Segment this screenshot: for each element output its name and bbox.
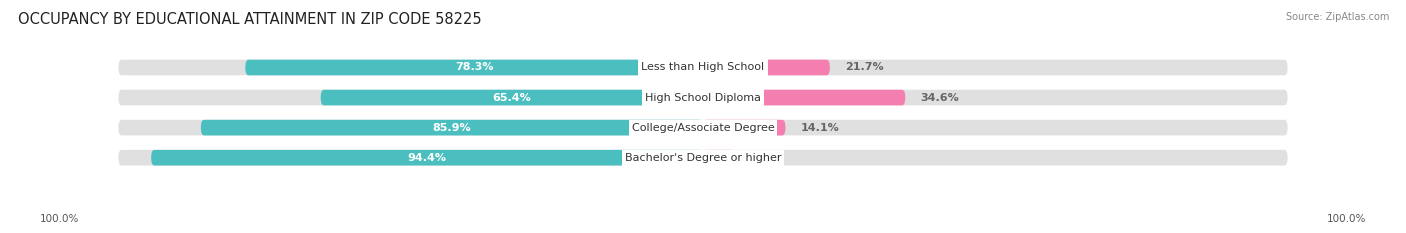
Text: 100.0%: 100.0% xyxy=(39,214,79,224)
FancyBboxPatch shape xyxy=(703,60,830,75)
Text: Less than High School: Less than High School xyxy=(641,62,765,72)
Text: High School Diploma: High School Diploma xyxy=(645,93,761,103)
Text: Bachelor's Degree or higher: Bachelor's Degree or higher xyxy=(624,153,782,163)
FancyBboxPatch shape xyxy=(118,120,1288,135)
Text: 34.6%: 34.6% xyxy=(920,93,959,103)
FancyBboxPatch shape xyxy=(703,150,735,165)
Text: 78.3%: 78.3% xyxy=(456,62,494,72)
Text: 100.0%: 100.0% xyxy=(1327,214,1367,224)
FancyBboxPatch shape xyxy=(703,90,905,105)
Text: 94.4%: 94.4% xyxy=(408,153,447,163)
FancyBboxPatch shape xyxy=(118,90,1288,105)
Text: 5.6%: 5.6% xyxy=(751,153,782,163)
FancyBboxPatch shape xyxy=(152,150,703,165)
Text: 21.7%: 21.7% xyxy=(845,62,883,72)
Text: College/Associate Degree: College/Associate Degree xyxy=(631,123,775,133)
Text: OCCUPANCY BY EDUCATIONAL ATTAINMENT IN ZIP CODE 58225: OCCUPANCY BY EDUCATIONAL ATTAINMENT IN Z… xyxy=(18,12,482,27)
Text: 65.4%: 65.4% xyxy=(492,93,531,103)
FancyBboxPatch shape xyxy=(321,90,703,105)
FancyBboxPatch shape xyxy=(118,60,1288,75)
Text: Source: ZipAtlas.com: Source: ZipAtlas.com xyxy=(1285,12,1389,22)
FancyBboxPatch shape xyxy=(703,120,786,135)
FancyBboxPatch shape xyxy=(245,60,703,75)
Text: 85.9%: 85.9% xyxy=(433,123,471,133)
FancyBboxPatch shape xyxy=(118,150,1288,165)
FancyBboxPatch shape xyxy=(201,120,703,135)
Text: 14.1%: 14.1% xyxy=(800,123,839,133)
